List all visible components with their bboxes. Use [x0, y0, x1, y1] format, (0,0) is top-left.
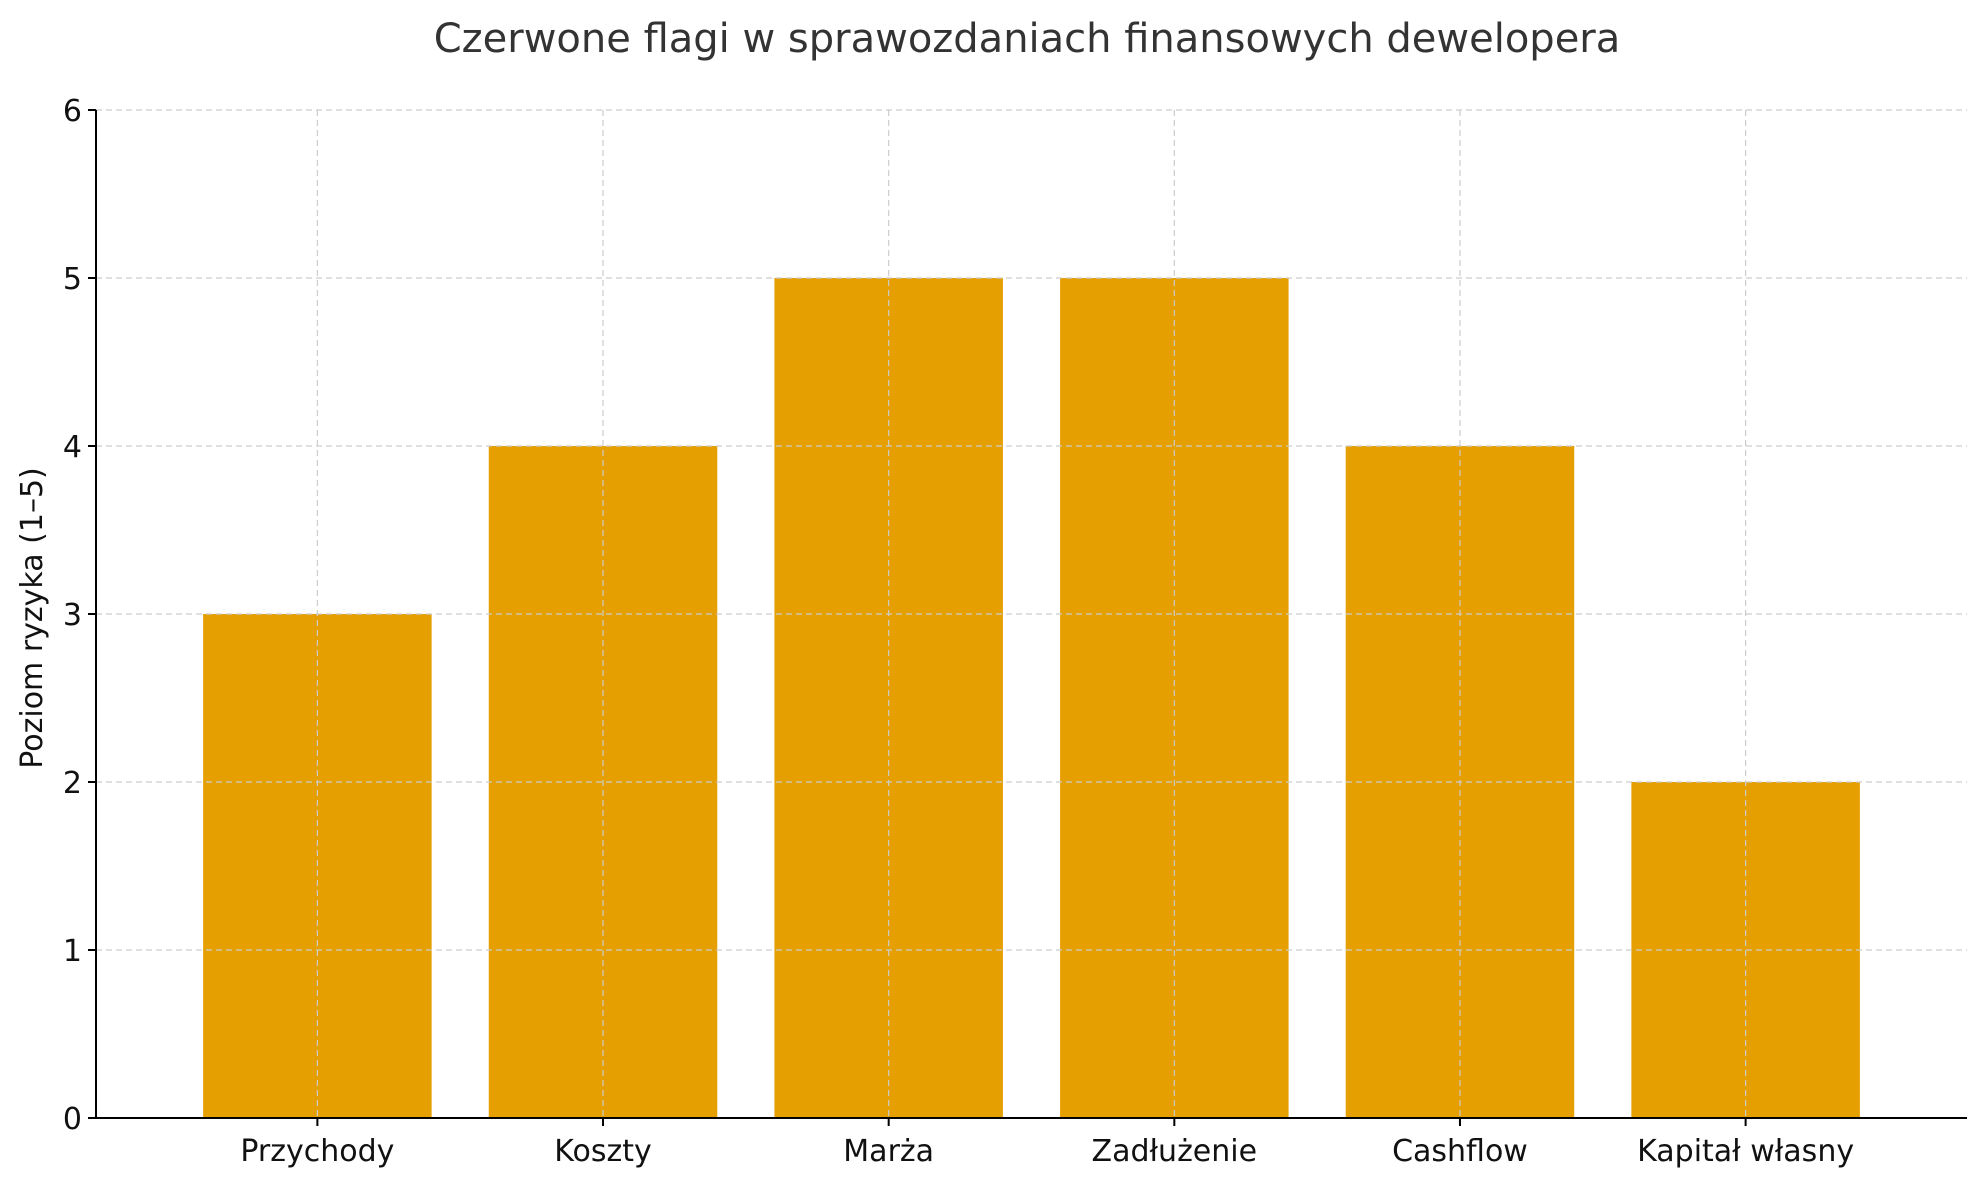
y-tick-label: 6: [63, 94, 82, 129]
x-tick-label: Kapitał własny: [1637, 1134, 1854, 1169]
x-tick-label: Marża: [843, 1134, 934, 1169]
bar: [774, 278, 1003, 1118]
y-tick-label: 5: [63, 262, 82, 297]
y-tick-label: 3: [63, 598, 82, 633]
chart-title: Czerwone flagi w sprawozdaniach finansow…: [434, 16, 1621, 62]
y-tick-label: 4: [63, 430, 82, 465]
x-tick-label: Cashflow: [1392, 1134, 1528, 1169]
x-tick-label: Koszty: [554, 1134, 651, 1169]
y-axis-label: Poziom ryzyka (1–5): [15, 467, 50, 769]
y-tick-label: 2: [63, 766, 82, 801]
y-tick-label: 0: [63, 1102, 82, 1137]
bars: [203, 278, 1860, 1118]
x-tick-label: Zadłużenie: [1092, 1134, 1258, 1169]
y-ticks: 0 1 2 3 4 5 6: [63, 94, 96, 1137]
x-ticks: Przychody Koszty Marża Zadłużenie Cashflow Ka…: [240, 1118, 1854, 1169]
y-tick-label: 1: [63, 934, 82, 969]
bar: [1060, 278, 1289, 1118]
x-tick-label: Przychody: [240, 1134, 394, 1169]
